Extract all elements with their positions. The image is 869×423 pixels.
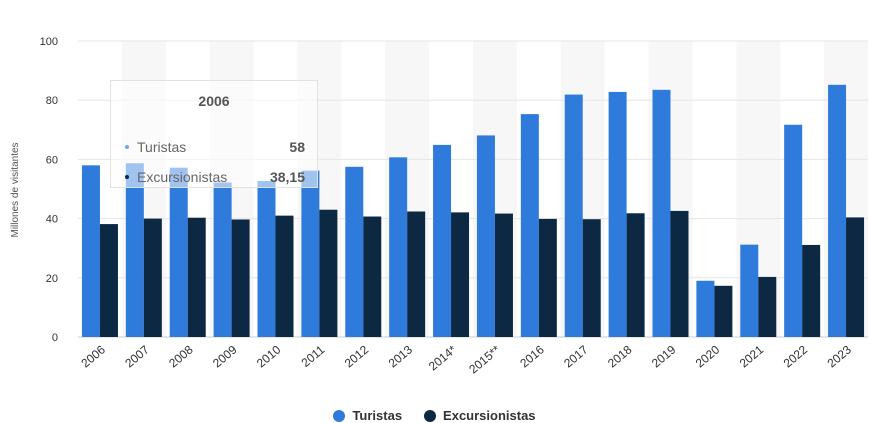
bar-turistas-2012[interactable] [345,166,364,337]
legend-label-excursionistas: Excursionistas [443,408,536,423]
bar-excursionistas-2021[interactable] [758,276,777,337]
bar-turistas-2021[interactable] [740,244,759,337]
tooltip: 2006 Turistas 58 Excursionistas 38,15 [110,80,318,188]
bar-turistas-2011[interactable] [301,170,320,337]
x-tick-label: 2011 [299,342,328,370]
y-tick-label: 0 [52,332,58,344]
bar-turistas-2018[interactable] [608,91,627,337]
x-tick-label: 2019 [649,342,679,370]
bar-excursionistas-2011[interactable] [319,209,338,337]
bar-excursionistas-2016[interactable] [538,218,557,337]
x-tick-label: 2015** [466,342,503,376]
tooltip-dot-turistas [125,145,129,149]
x-tick-label: 2008 [166,342,196,370]
bar-turistas-2008[interactable] [169,167,188,337]
bar-excursionistas-2013[interactable] [407,211,426,337]
y-axis-label: Millones de visitantes [10,142,21,237]
legend-item-excursionistas[interactable]: Excursionistas [424,408,536,423]
bar-turistas-2017[interactable] [564,94,583,338]
bar-turistas-2022[interactable] [784,124,803,337]
tooltip-name-excursionistas: Excursionistas [137,169,228,185]
tooltip-title: 2006 [198,93,230,109]
bar-turistas-2019[interactable] [652,89,671,337]
x-tick-label: 2020 [693,342,723,370]
bar-turistas-2014[interactable] [433,144,452,337]
bar-excursionistas-2012[interactable] [363,216,382,337]
x-tick-label: 2009 [210,342,240,370]
bar-excursionistas-2017[interactable] [582,219,601,337]
bar-excursionistas-2014[interactable] [451,212,470,337]
bar-excursionistas-2006[interactable] [99,224,118,337]
legend: Turistas Excursionistas [0,408,869,423]
bar-turistas-2006[interactable] [81,165,100,337]
bar-turistas-2013[interactable] [389,157,408,337]
bar-excursionistas-2018[interactable] [626,213,645,337]
bar-turistas-2015[interactable] [476,135,495,337]
y-tick-label: 60 [46,154,58,166]
tooltip-dot-excursionistas [125,175,129,179]
y-axis-ticks: 0 20 40 60 80 100 [40,36,58,344]
bars [81,84,865,338]
bar-excursionistas-2015[interactable] [494,213,513,337]
y-tick-label: 80 [46,95,58,107]
bar-excursionistas-2007[interactable] [143,218,162,337]
x-tick-label: 2010 [254,342,284,370]
bar-excursionistas-2019[interactable] [670,210,689,337]
bar-excursionistas-2009[interactable] [231,219,250,337]
bar-excursionistas-2008[interactable] [187,217,206,337]
legend-item-turistas[interactable]: Turistas [333,408,402,423]
bar-excursionistas-2020[interactable] [714,285,733,337]
tooltip-value-excursionistas: 38,15 [269,169,305,185]
x-tick-label: 2012 [342,342,372,370]
tooltip-row-excursionistas: Excursionistas 38,15 [125,169,305,185]
x-tick-label: 2023 [825,342,855,370]
bar-excursionistas-2010[interactable] [275,215,294,337]
tooltip-name-turistas: Turistas [137,139,187,155]
bar-turistas-2023[interactable] [828,84,847,337]
y-tick-label: 20 [46,273,58,285]
x-tick-label: 2021 [737,342,767,370]
bar-excursionistas-2023[interactable] [846,217,865,337]
tooltip-row-turistas: Turistas 58 [125,139,305,155]
x-axis-ticks: 2006 2007 2008 2009 2010 2011 2012 2013 2014* 201… [78,342,854,376]
bar-excursionistas-2022[interactable] [802,244,821,337]
x-tick-label: 2022 [781,342,811,370]
legend-swatch-excursionistas [424,409,437,422]
y-tick-label: 100 [40,36,58,48]
bar-turistas-2007[interactable] [125,163,144,337]
legend-label-turistas: Turistas [352,408,403,423]
x-tick-label: 2013 [386,342,416,370]
bar-turistas-2009[interactable] [213,182,232,337]
x-tick-label: 2007 [122,342,152,370]
x-tick-label: 2006 [78,342,108,370]
x-tick-label: 2014* [426,342,459,373]
x-tick-label: 2016 [517,342,547,370]
legend-swatch-turistas [333,409,346,422]
bar-turistas-2010[interactable] [257,181,276,337]
y-tick-label: 40 [46,214,58,226]
tooltip-value-turistas: 58 [289,139,305,155]
bar-turistas-2016[interactable] [520,114,539,337]
x-tick-label: 2017 [561,342,591,370]
bar-turistas-2020[interactable] [696,280,715,337]
x-tick-label: 2018 [605,342,635,370]
